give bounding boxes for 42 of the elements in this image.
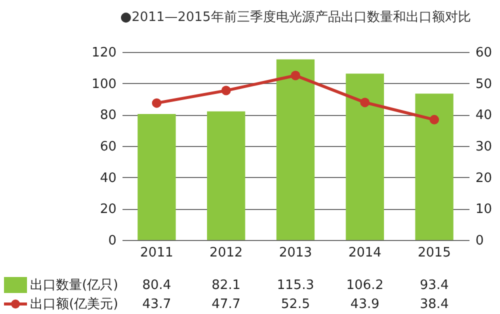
y-tick-label: 80 — [100, 108, 116, 124]
y-tick-label: 0 — [108, 234, 116, 248]
bar — [138, 114, 176, 240]
data-label: 82.1 — [212, 278, 241, 293]
x-tick-label: 2013 — [278, 246, 312, 260]
bar — [207, 111, 246, 240]
data-label: 115.3 — [276, 278, 314, 293]
x-tick-label: 2015 — [418, 246, 451, 260]
y-tick-label: 40 — [100, 170, 116, 186]
y2-tick-label: 20 — [476, 170, 492, 186]
x-tick-label: 2011 — [140, 246, 174, 260]
data-label: 38.4 — [420, 297, 449, 312]
legend-label: 出口数量(亿只) — [30, 278, 118, 293]
y-tick-label: 60 — [100, 140, 116, 154]
bar — [346, 74, 384, 240]
chart-title: ●2011—2015年前三季度电光源产品出口数量和出口额对比 — [120, 9, 471, 25]
x-tick-label: 2012 — [210, 246, 243, 260]
point — [290, 70, 300, 80]
x-tick-label: 2014 — [348, 246, 382, 260]
y2-tick-label: 50 — [476, 76, 492, 92]
y-tick-label: 100 — [92, 76, 116, 92]
y2-tick-label: 60 — [476, 46, 492, 60]
data-label: 43.9 — [350, 297, 380, 312]
y2-tick-label: 40 — [476, 108, 492, 124]
y2-tick-label: 10 — [476, 202, 492, 218]
y-tick-label: 20 — [100, 202, 116, 218]
y2-tick-label: 30 — [476, 140, 492, 154]
data-label: 52.5 — [281, 297, 310, 312]
point — [221, 86, 231, 96]
bar — [415, 94, 454, 240]
point — [360, 98, 370, 108]
data-label: 106.2 — [346, 278, 384, 293]
y-tick-label: 120 — [92, 46, 116, 60]
data-label: 47.7 — [212, 297, 241, 312]
data-label: 43.7 — [142, 297, 172, 312]
y2-tick-label: 0 — [476, 234, 484, 248]
legend-label: 出口额(亿美元) — [30, 296, 118, 312]
bar — [276, 59, 315, 240]
point — [152, 98, 162, 108]
point — [430, 114, 440, 124]
data-label: 93.4 — [420, 278, 449, 293]
data-label: 80.4 — [142, 278, 172, 293]
